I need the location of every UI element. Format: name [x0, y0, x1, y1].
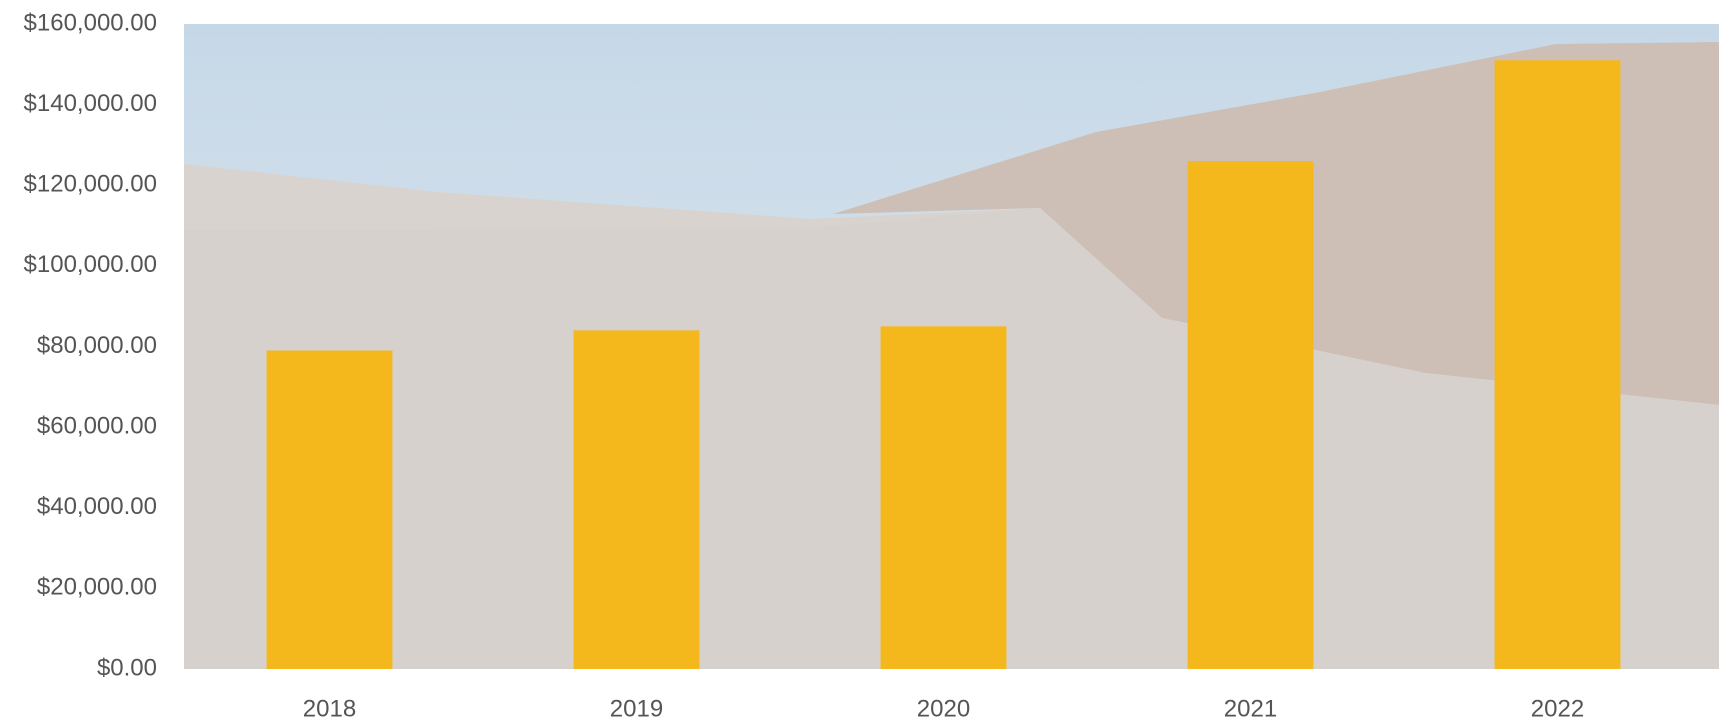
x-tick-label: 2021 — [1224, 695, 1277, 722]
x-tick-label: 2018 — [303, 695, 356, 722]
bar — [1494, 60, 1621, 669]
x-tick-label: 2019 — [610, 695, 663, 722]
y-tick-label: $100,000.00 — [24, 251, 157, 278]
x-tick-label: 2020 — [917, 695, 970, 722]
bar — [573, 330, 700, 669]
y-tick-label: $60,000.00 — [37, 412, 157, 439]
bar — [266, 350, 393, 669]
y-tick-label: $160,000.00 — [24, 9, 157, 36]
y-tick-label: $120,000.00 — [24, 171, 157, 198]
y-tick-label: $40,000.00 — [37, 493, 157, 520]
y-tick-label: $0.00 — [97, 654, 157, 681]
y-tick-label: $80,000.00 — [37, 332, 157, 359]
y-tick-label: $20,000.00 — [37, 574, 157, 601]
y-tick-label: $140,000.00 — [24, 90, 157, 117]
x-tick-label: 2022 — [1531, 695, 1584, 722]
bar — [880, 326, 1007, 669]
bar — [1187, 161, 1314, 669]
